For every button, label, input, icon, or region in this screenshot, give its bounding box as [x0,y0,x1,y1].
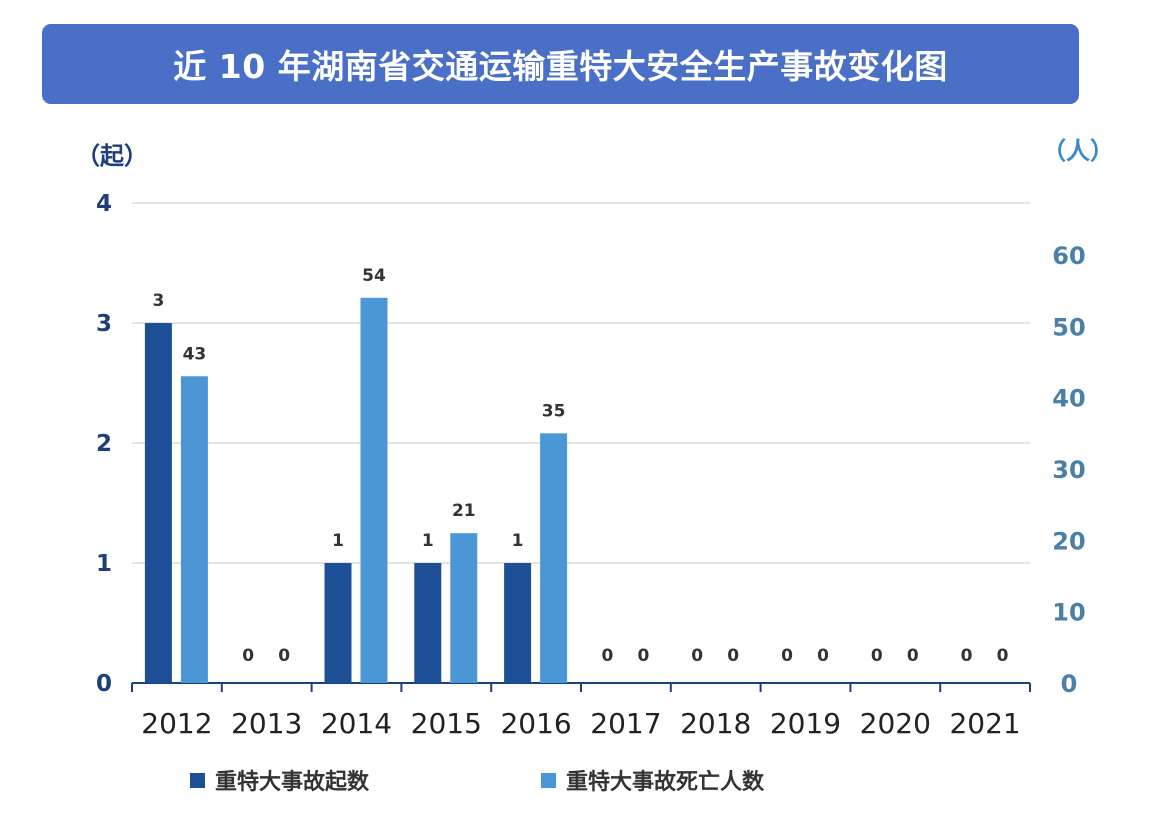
right-axis-tick-label: 10 [1052,599,1085,627]
bar-count [144,323,172,683]
right-axis-tick-label: 0 [1061,670,1078,698]
data-label-deaths: 0 [278,646,290,666]
right-axis-tick-label: 20 [1052,527,1085,555]
bar-count [414,563,442,683]
x-axis-tick-label: 2018 [680,707,751,740]
left-axis-tick-label: 4 [96,191,112,217]
bar-deaths [540,433,568,683]
data-label-count: 0 [781,646,793,666]
data-label-count: 1 [422,531,434,551]
data-label-deaths: 43 [183,344,207,364]
data-label-deaths: 21 [452,501,476,521]
chart-title: 近 10 年湖南省交通运输重特大安全生产事故变化图 [173,47,948,86]
x-axis-tick-label: 2016 [500,707,571,740]
legend-label-deaths: 重特大事故死亡人数 [566,770,765,795]
bar-deaths [450,533,478,683]
right-axis-tick-label: 60 [1052,242,1085,270]
x-axis-tick-label: 2020 [860,707,931,740]
bar-count [324,563,352,683]
data-label-count: 1 [512,531,524,551]
bar-deaths [360,297,388,683]
left-axis-tick-label: 0 [96,671,112,697]
data-label-deaths: 0 [997,646,1009,666]
right-axis-tick-label: 30 [1052,456,1085,484]
data-label-count: 0 [691,646,703,666]
legend-swatch-deaths [541,772,556,788]
data-label-deaths: 35 [542,401,566,421]
data-label-deaths: 0 [637,646,649,666]
bar-deaths [180,376,208,683]
legend-item-count: 重特大事故起数 [190,764,369,796]
left-axis-unit: （起） [76,142,148,170]
left-axis-tick-label: 3 [96,311,112,337]
legend-item-deaths: 重特大事故死亡人数 [541,764,764,796]
x-axis-tick-label: 2013 [231,707,302,740]
x-axis-tick-label: 2014 [321,707,392,740]
x-axis-tick-label: 2015 [411,707,482,740]
left-axis-tick-label: 1 [96,551,112,577]
data-label-count: 0 [242,646,254,666]
legend-swatch-count [190,772,205,788]
right-axis-tick-label: 50 [1052,313,1085,341]
data-label-count: 0 [871,646,883,666]
x-axis-tick-label: 2019 [770,707,841,740]
title-banner: 近 10 年湖南省交通运输重特大安全生产事故变化图 [42,24,1079,104]
right-axis-tick-label: 40 [1052,385,1085,413]
x-axis-tick-label: 2017 [590,707,661,740]
data-label-deaths: 0 [727,646,739,666]
data-label-count: 0 [961,646,973,666]
data-label-count: 3 [152,291,164,311]
data-label-deaths: 0 [817,646,829,666]
x-axis-tick-label: 2012 [141,707,212,740]
bar-count [504,563,532,683]
data-label-count: 0 [601,646,613,666]
data-label-deaths: 54 [362,266,386,286]
right-axis-unit: （人） [1042,137,1114,165]
x-axis-tick-label: 2021 [949,707,1020,740]
data-label-deaths: 0 [907,646,919,666]
data-label-count: 1 [332,531,344,551]
left-axis-tick-label: 2 [96,431,112,457]
legend-label-count: 重特大事故起数 [215,770,370,795]
